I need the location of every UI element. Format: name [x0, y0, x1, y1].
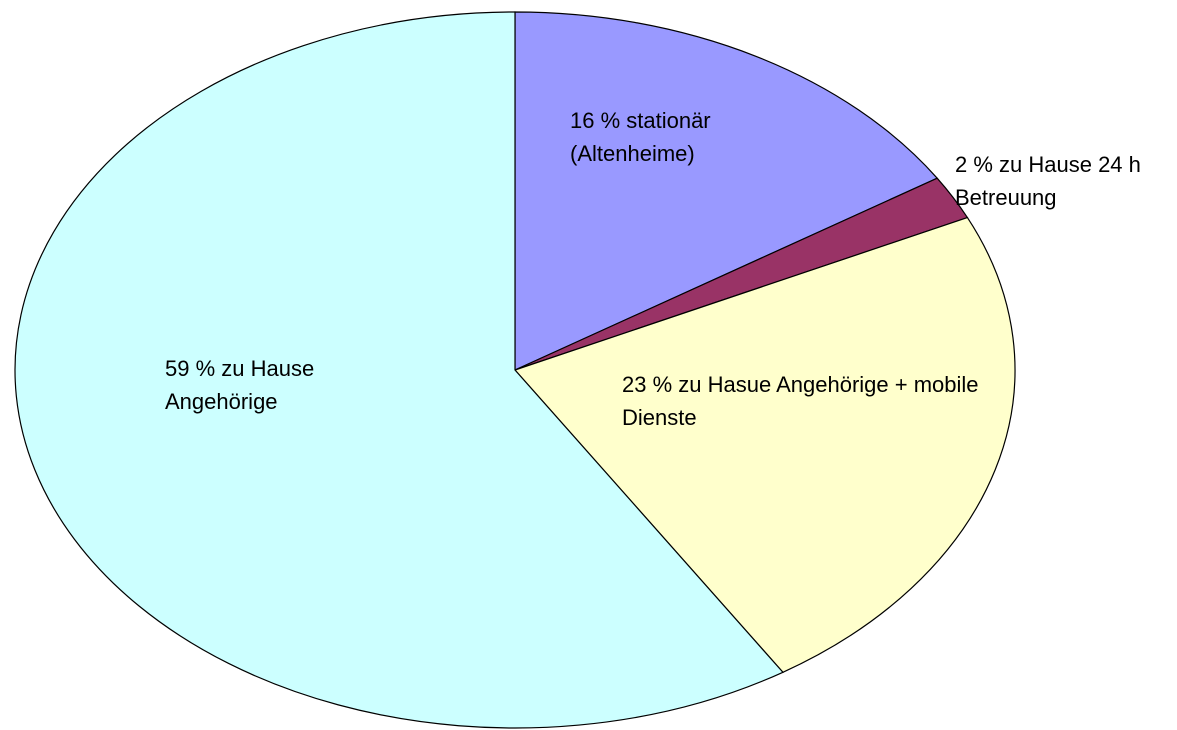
data-label: 2 % zu Hause 24 h Betreuung	[955, 152, 1141, 210]
pie-slice	[513, 216, 1016, 673]
pie-slice	[514, 11, 939, 371]
data-label: 23 % zu Hasue Angehörige + mobile Dienst…	[622, 372, 979, 430]
data-label: 16 % stationär (Altenheime)	[570, 108, 711, 166]
pie-slice	[14, 11, 784, 729]
data-label: 59 % zu Hause Angehörige	[165, 356, 315, 414]
